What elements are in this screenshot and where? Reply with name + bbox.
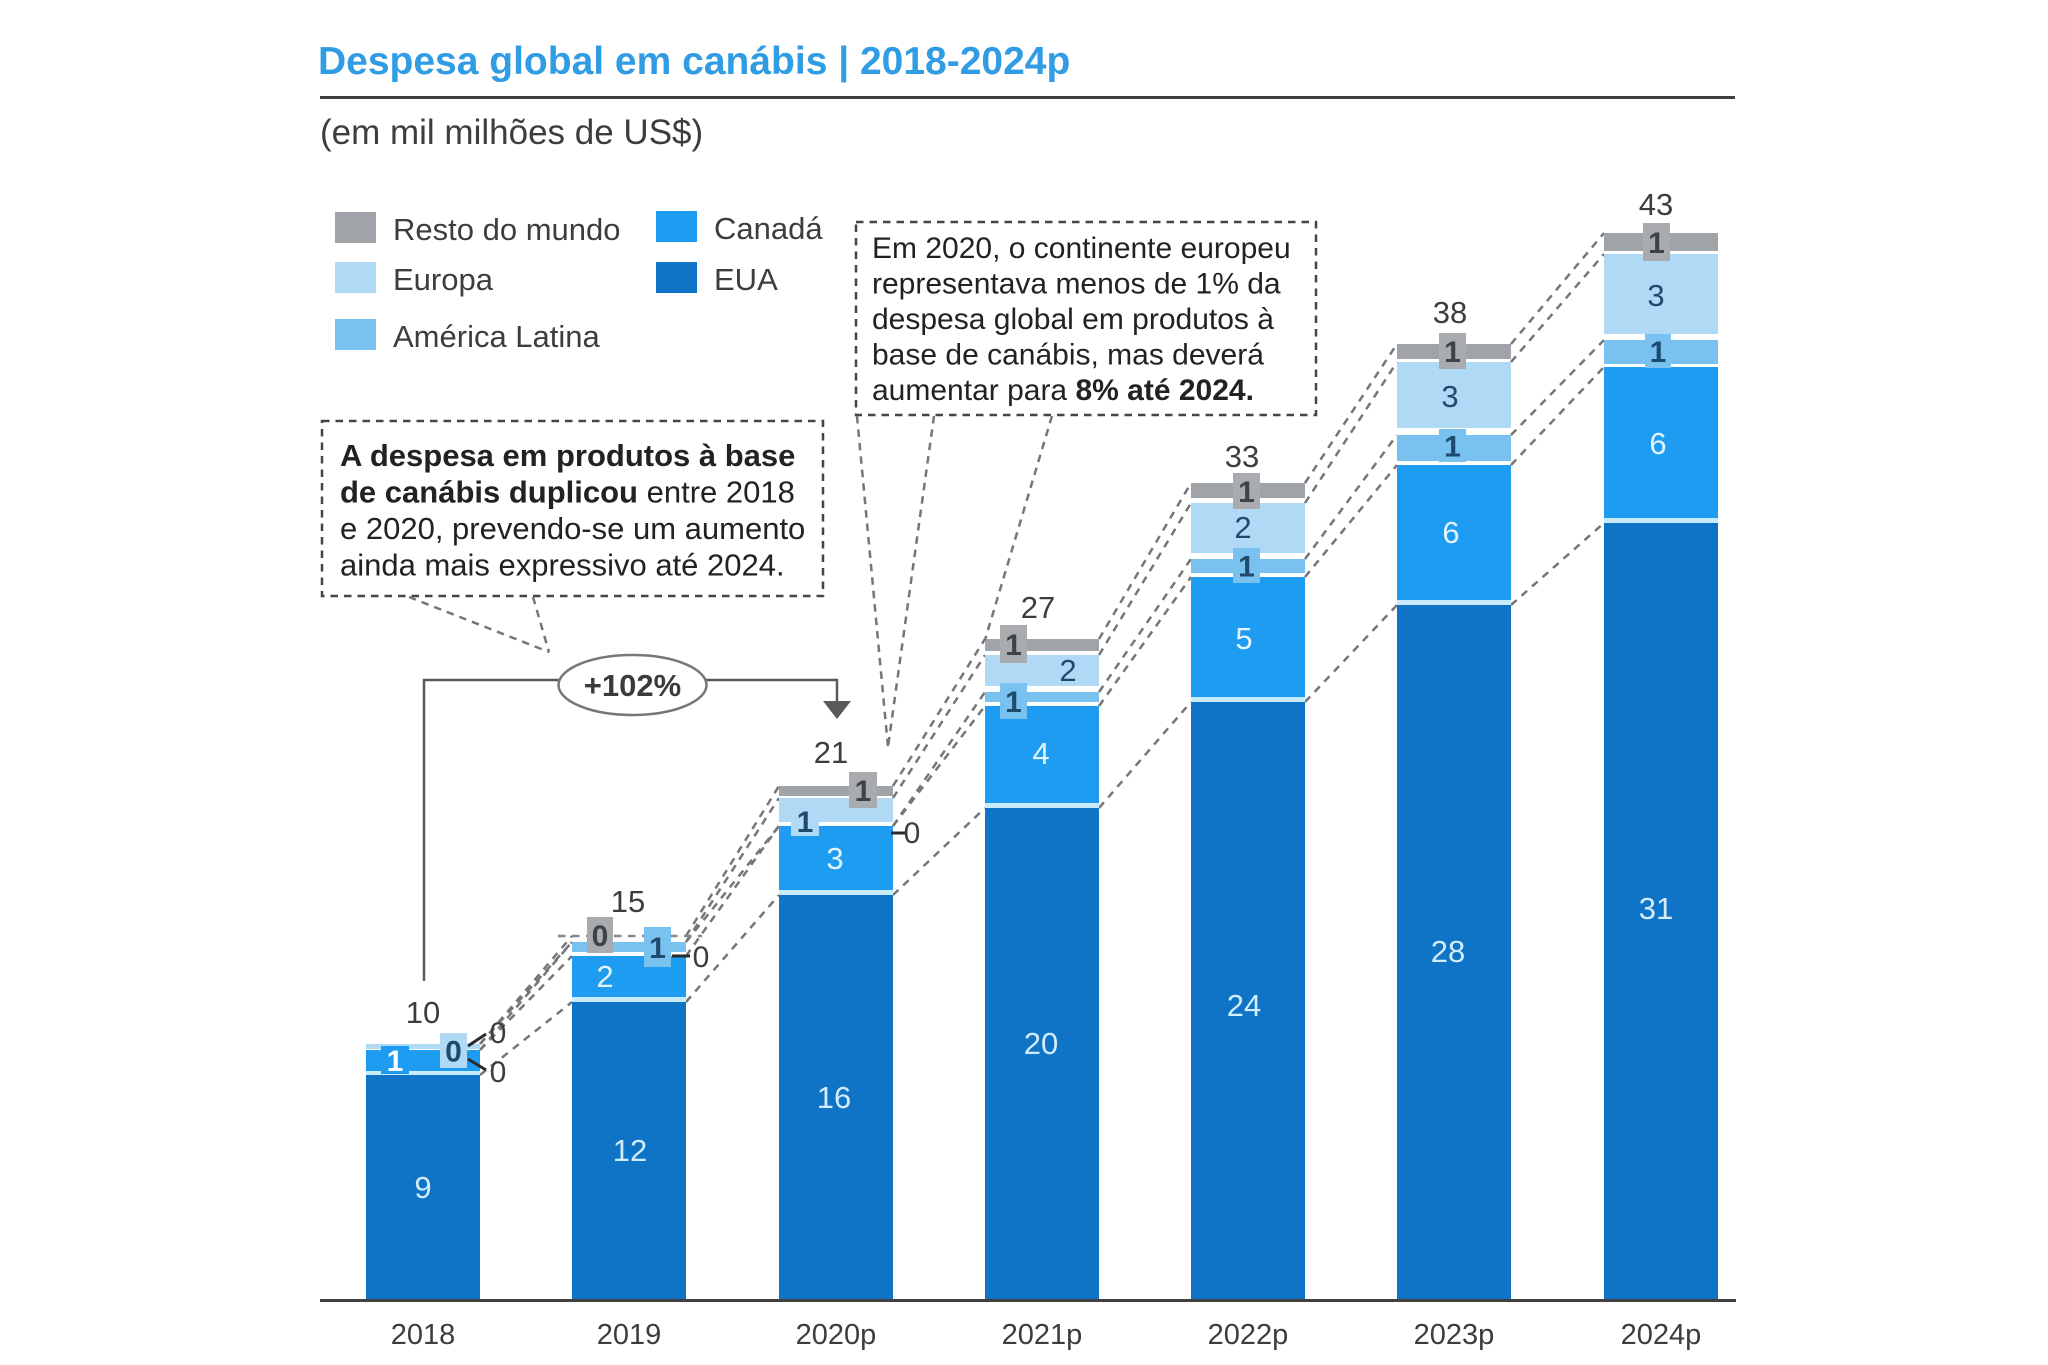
svg-text:15: 15 [611, 884, 645, 919]
svg-text:0: 0 [445, 1036, 462, 1069]
svg-text:1: 1 [1650, 336, 1667, 369]
svg-text:Em 2020, o continente europeu: Em 2020, o continente europeu [872, 232, 1291, 265]
svg-text:0: 0 [490, 1017, 507, 1050]
svg-text:Resto do mundo: Resto do mundo [393, 212, 620, 247]
svg-text:10: 10 [406, 995, 440, 1030]
svg-text:1: 1 [1005, 629, 1022, 662]
svg-text:1: 1 [1005, 686, 1022, 719]
svg-text:3: 3 [1441, 379, 1458, 414]
svg-text:1: 1 [387, 1045, 404, 1078]
svg-text:6: 6 [1649, 426, 1666, 461]
svg-text:1: 1 [1238, 476, 1255, 509]
svg-text:(em mil milhões de US$): (em mil milhões de US$) [320, 113, 703, 152]
svg-text:3: 3 [1647, 278, 1664, 313]
svg-text:4: 4 [1032, 736, 1049, 771]
svg-text:EUA: EUA [714, 262, 778, 297]
svg-text:1: 1 [797, 806, 814, 839]
svg-text:1: 1 [1444, 431, 1461, 464]
svg-text:0: 0 [490, 1056, 507, 1089]
svg-text:2023p: 2023p [1414, 1319, 1495, 1351]
svg-text:12: 12 [613, 1133, 647, 1168]
svg-text:1: 1 [1648, 227, 1665, 260]
svg-text:Canadá: Canadá [714, 211, 823, 246]
svg-text:27: 27 [1021, 590, 1055, 625]
svg-text:de canábis duplicou entre 2018: de canábis duplicou entre 2018 [340, 475, 795, 510]
svg-text:despesa global em produtos à: despesa global em produtos à [872, 303, 1274, 336]
svg-text:6: 6 [1442, 515, 1459, 550]
svg-text:2: 2 [1059, 653, 1076, 688]
svg-text:representava menos de 1% da: representava menos de 1% da [872, 268, 1281, 301]
svg-text:9: 9 [414, 1170, 431, 1205]
svg-text:2022p: 2022p [1208, 1319, 1289, 1351]
svg-text:1: 1 [649, 932, 666, 965]
svg-text:2018: 2018 [391, 1319, 456, 1351]
svg-text:Despesa global em canábis | 20: Despesa global em canábis | 2018-2024p [318, 40, 1070, 83]
svg-text:33: 33 [1225, 439, 1259, 474]
svg-text:16: 16 [817, 1080, 851, 1115]
svg-text:38: 38 [1433, 295, 1467, 330]
svg-text:1: 1 [1444, 336, 1461, 369]
svg-text:2020p: 2020p [796, 1319, 877, 1351]
svg-text:base de canábis, mas deverá: base de canábis, mas deverá [872, 339, 1264, 372]
svg-text:e 2020, prevendo-se um aumento: e 2020, prevendo-se um aumento [340, 511, 805, 546]
svg-text:43: 43 [1639, 187, 1673, 222]
svg-text:2019: 2019 [597, 1319, 662, 1351]
svg-text:0: 0 [592, 920, 609, 953]
svg-text:31: 31 [1639, 891, 1673, 926]
svg-text:2: 2 [596, 959, 613, 994]
svg-text:24: 24 [1227, 988, 1261, 1023]
svg-text:América Latina: América Latina [393, 319, 601, 354]
svg-text:2: 2 [1234, 510, 1251, 545]
svg-text:1: 1 [855, 775, 872, 808]
svg-text:A despesa em produtos à base: A despesa em produtos à base [340, 438, 795, 473]
svg-text:ainda mais expressivo até 2024: ainda mais expressivo até 2024. [340, 548, 785, 583]
svg-text:28: 28 [1431, 934, 1465, 969]
svg-text:0: 0 [693, 941, 710, 974]
svg-text:21: 21 [814, 735, 848, 770]
svg-text:2021p: 2021p [1002, 1319, 1083, 1351]
svg-text:0: 0 [904, 817, 921, 850]
svg-text:1: 1 [1238, 551, 1255, 584]
svg-text:5: 5 [1235, 621, 1252, 656]
svg-text:Europa: Europa [393, 262, 494, 297]
svg-text:20: 20 [1024, 1026, 1058, 1061]
svg-text:+102%: +102% [584, 668, 681, 703]
svg-text:aumentar para 8% até 2024.: aumentar para 8% até 2024. [872, 374, 1254, 407]
svg-text:2024p: 2024p [1621, 1319, 1702, 1351]
svg-text:3: 3 [826, 841, 843, 876]
